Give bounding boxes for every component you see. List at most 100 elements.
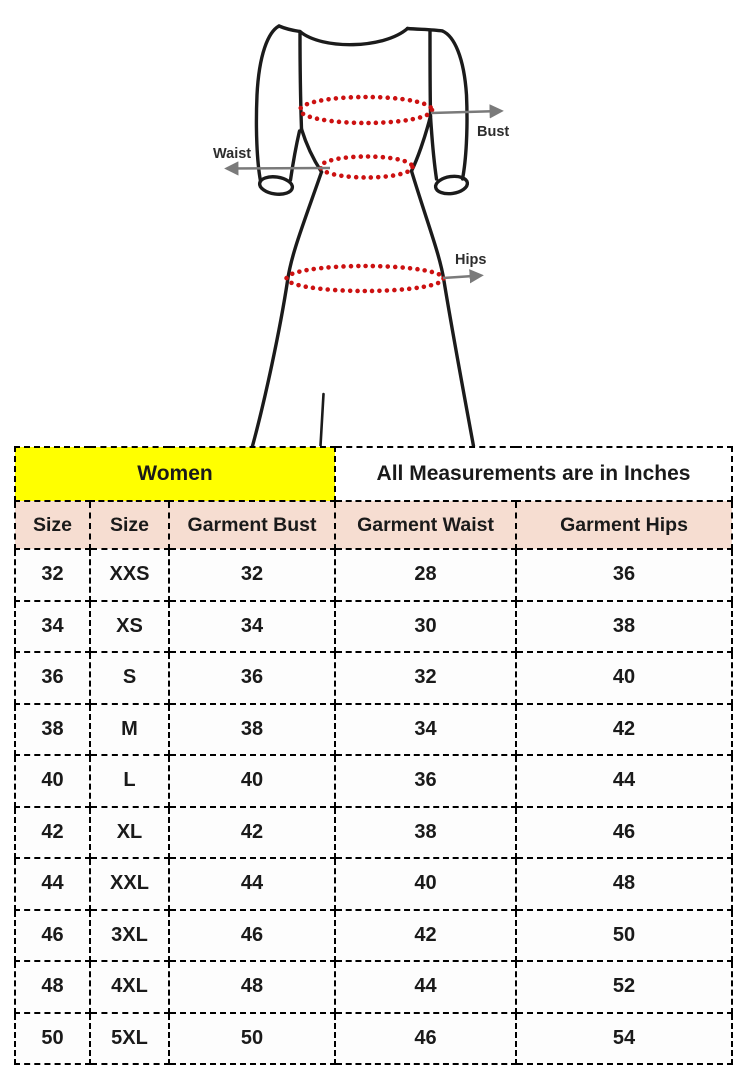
garment-hips-cell: 44 — [515, 754, 734, 808]
dress-outline — [250, 24, 476, 446]
table-row: 32 XXS 32 28 36 — [14, 548, 734, 602]
neckline-scoop — [298, 26, 410, 47]
garment-bust-cell: 40 — [167, 754, 337, 808]
size-number-cell: 44 — [14, 857, 91, 911]
left-shoulder-line — [277, 24, 302, 34]
bodice-left-edge — [299, 127, 324, 174]
bust-label: Bust — [477, 124, 509, 140]
garment-waist-cell: 40 — [334, 857, 518, 911]
table-row: 40 L 40 36 44 — [14, 754, 734, 808]
left-sleeve-outer — [254, 24, 281, 183]
size-letter-cell: 3XL — [89, 908, 170, 962]
garment-hips-cell: 52 — [515, 960, 734, 1014]
table-row: 48 4XL 48 44 52 — [14, 960, 734, 1014]
table-row: 50 5XL 50 46 54 — [14, 1011, 734, 1065]
hips-arrow — [442, 269, 484, 284]
garment-bust-cell: 46 — [167, 908, 337, 962]
measurements-group-header: All Measurements are in Inches — [334, 446, 734, 502]
table-row: 44 XXL 44 40 48 — [14, 857, 734, 911]
table-row: 46 3XL 46 42 50 — [14, 908, 734, 962]
table-row: 34 XS 34 30 38 — [14, 599, 734, 653]
garment-bust-cell: 36 — [167, 651, 337, 705]
garment-hips-cell: 36 — [515, 548, 734, 602]
size-letter-cell: XL — [89, 805, 170, 859]
column-header-garment-hips: Garment Hips — [515, 500, 734, 550]
size-letter-cell: L — [89, 754, 170, 808]
garment-bust-cell: 34 — [167, 599, 337, 653]
measurement-arrows — [224, 104, 504, 284]
skirt-right-edge — [409, 169, 476, 446]
garment-bust-cell: 42 — [167, 805, 337, 859]
waist-arrow — [224, 161, 331, 176]
right-armhole-seam — [428, 28, 433, 116]
garment-waist-cell: 44 — [334, 960, 518, 1014]
garment-hips-cell: 38 — [515, 599, 734, 653]
right-sleeve-inner — [428, 114, 439, 181]
waist-label: Waist — [213, 146, 251, 162]
measurement-diagram: Bust Waist Hips — [213, 24, 509, 446]
size-letter-cell: M — [89, 702, 170, 756]
garment-bust-cell: 32 — [167, 548, 337, 602]
size-table: Women All Measurements are in Inches Siz… — [13, 446, 734, 1065]
size-letter-cell: 5XL — [89, 1011, 170, 1065]
size-letter-cell: 4XL — [89, 960, 170, 1014]
garment-waist-cell: 42 — [334, 908, 518, 962]
women-group-header: Women — [13, 446, 337, 502]
garment-hips-cell: 42 — [515, 702, 734, 756]
garment-waist-cell: 28 — [334, 548, 518, 602]
size-number-cell: 46 — [14, 908, 91, 962]
column-header-size-alpha: Size — [89, 500, 170, 550]
table-row: 38 M 38 34 42 — [14, 702, 734, 756]
garment-bust-cell: 38 — [167, 702, 337, 756]
column-header-size-numeric: Size — [14, 500, 91, 550]
bust-arrow — [430, 104, 504, 119]
size-number-cell: 48 — [14, 960, 91, 1014]
bodice-right-edge — [409, 114, 433, 173]
garment-hips-cell: 50 — [515, 908, 734, 962]
table-row: 42 XL 42 38 46 — [14, 805, 734, 859]
garment-waist-cell: 38 — [334, 805, 518, 859]
table-row: 36 S 36 32 40 — [14, 651, 734, 705]
left-cuff — [257, 175, 295, 196]
waist-ellipse — [318, 154, 415, 180]
right-cuff — [433, 174, 470, 196]
hips-ellipse — [284, 263, 446, 294]
size-number-cell: 38 — [14, 702, 91, 756]
size-rows: 32 XXS 32 28 36 34 XS 34 30 38 36 S 36 32 40 38 M 38 34 42 4… — [14, 548, 734, 1065]
size-letter-cell: XXL — [89, 857, 170, 911]
garment-waist-cell: 32 — [334, 651, 518, 705]
size-number-cell: 32 — [14, 548, 91, 602]
size-number-cell: 50 — [14, 1011, 91, 1065]
size-letter-cell: XS — [89, 599, 170, 653]
size-letter-cell: XXS — [89, 548, 170, 602]
group-header-row: Women All Measurements are in Inches — [13, 446, 734, 502]
garment-hips-cell: 54 — [515, 1011, 734, 1065]
garment-bust-cell: 48 — [167, 960, 337, 1014]
left-sleeve-inner — [288, 129, 302, 182]
size-number-cell: 36 — [14, 651, 91, 705]
column-header-row: Size Size Garment Bust Garment Waist Gar… — [14, 500, 734, 550]
garment-waist-cell: 34 — [334, 702, 518, 756]
garment-hips-cell: 48 — [515, 857, 734, 911]
center-seam — [319, 392, 325, 446]
garment-waist-cell: 30 — [334, 599, 518, 653]
garment-hips-cell: 46 — [515, 805, 734, 859]
column-header-garment-bust: Garment Bust — [167, 500, 337, 550]
bust-ellipse — [297, 94, 435, 126]
garment-waist-cell: 36 — [334, 754, 518, 808]
hips-label: Hips — [455, 252, 486, 268]
size-letter-cell: S — [89, 651, 170, 705]
size-number-cell: 40 — [14, 754, 91, 808]
column-header-garment-waist: Garment Waist — [334, 500, 518, 550]
size-number-cell: 34 — [14, 599, 91, 653]
right-shoulder-line — [405, 26, 445, 33]
size-number-cell: 42 — [14, 805, 91, 859]
right-sleeve-outer — [440, 29, 469, 181]
garment-bust-cell: 50 — [167, 1011, 337, 1065]
left-armhole-seam — [298, 30, 304, 131]
skirt-left-edge — [250, 170, 324, 446]
garment-bust-cell: 44 — [167, 857, 337, 911]
garment-hips-cell: 40 — [515, 651, 734, 705]
garment-waist-cell: 46 — [334, 1011, 518, 1065]
